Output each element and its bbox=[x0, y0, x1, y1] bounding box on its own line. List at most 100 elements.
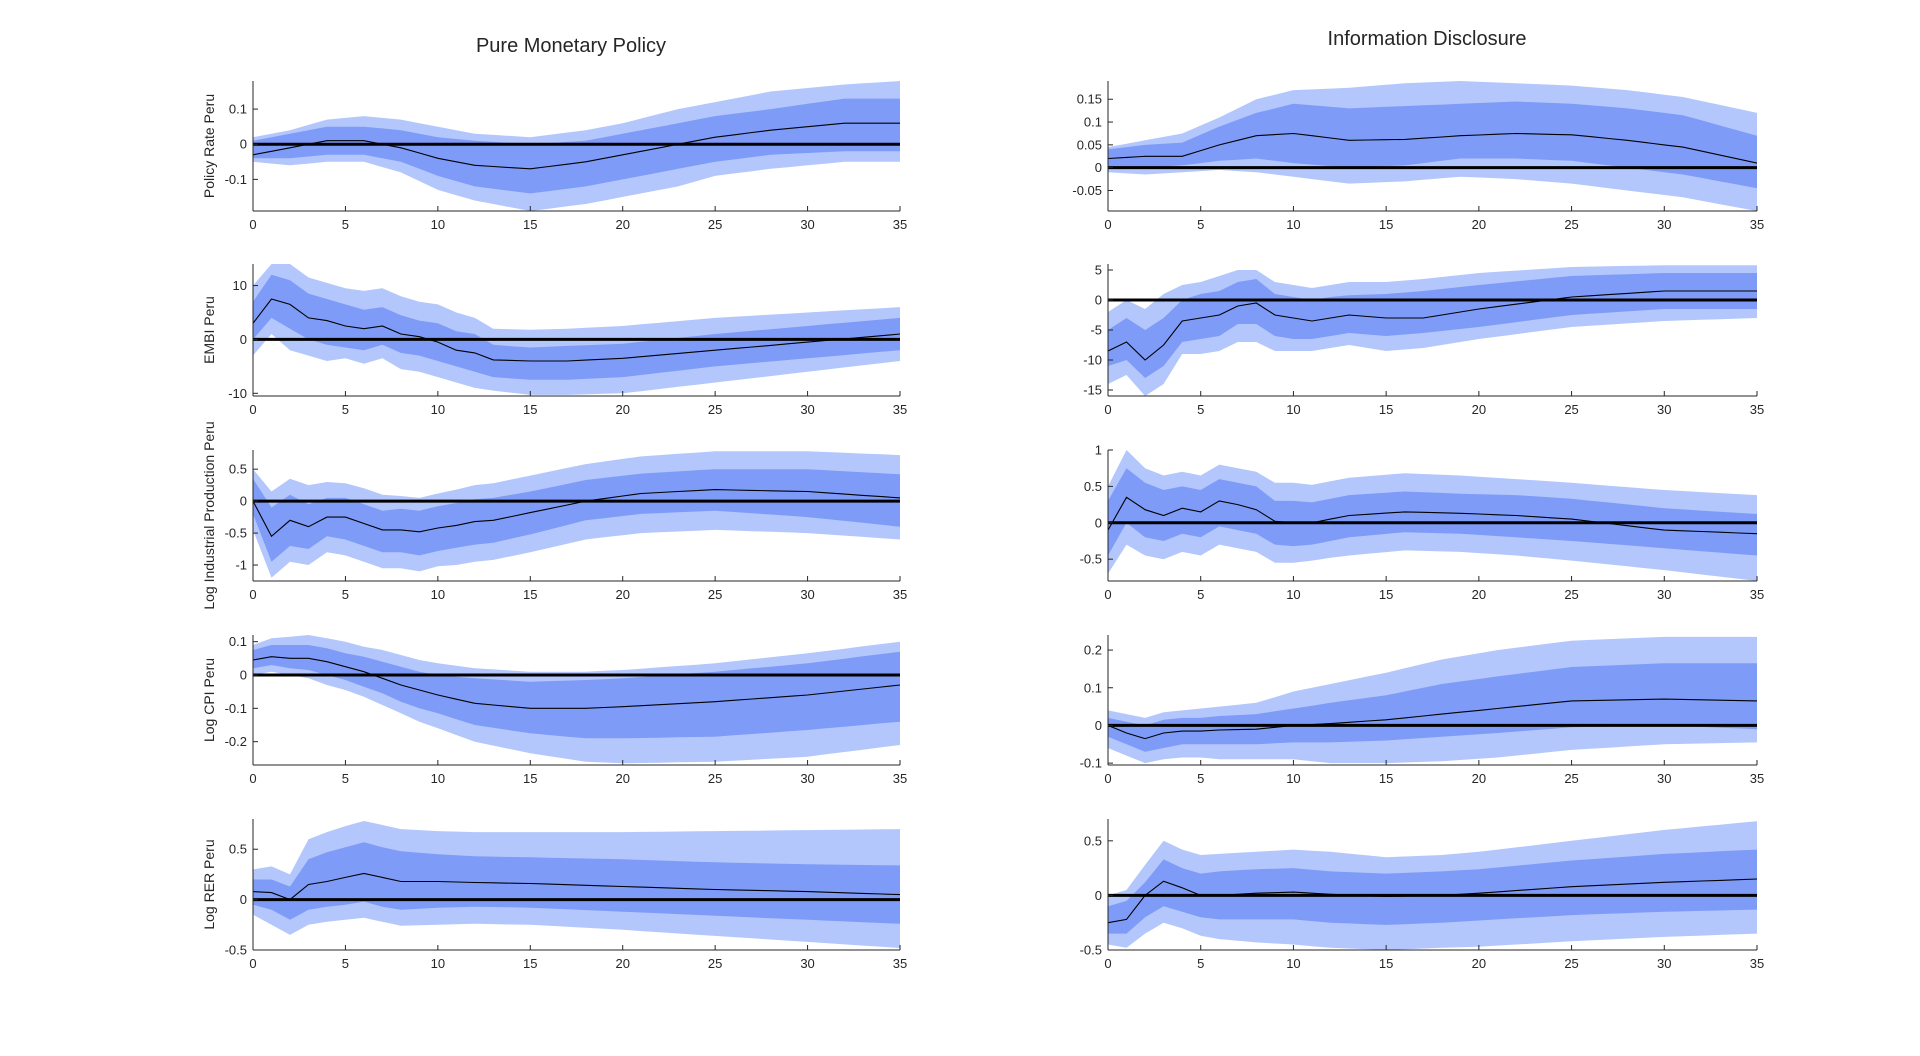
median-response-line bbox=[1108, 698, 1757, 740]
x-tick-label: 20 bbox=[1472, 402, 1486, 417]
median-response-line bbox=[1108, 132, 1757, 164]
x-tick-label: 5 bbox=[342, 956, 349, 971]
panel-pmp-cpi: 0 5 10 15 20 25 30 35 -0.2 -0.1 0 0.1 Log CPI Peru bbox=[201, 634, 907, 786]
x-tick-label: 30 bbox=[1657, 217, 1671, 232]
y-tick-label: -1 bbox=[235, 558, 247, 573]
y-tick-label: 0.5 bbox=[1084, 479, 1102, 494]
y-tick-label: -15 bbox=[1083, 383, 1102, 398]
median-response-line bbox=[1108, 496, 1757, 535]
plot-area bbox=[253, 264, 900, 395]
x-tick-label: 35 bbox=[1750, 402, 1764, 417]
y-tick-label: 0.1 bbox=[1084, 680, 1102, 695]
x-tick-label: 20 bbox=[615, 771, 629, 786]
y-axis-label: Log CPI Peru bbox=[201, 658, 217, 742]
x-tick-label: 20 bbox=[1472, 217, 1486, 232]
y-tick-label: 0 bbox=[240, 494, 247, 509]
x-tick-label: 0 bbox=[249, 956, 256, 971]
x-tick-label: 15 bbox=[1379, 217, 1393, 232]
x-tick-label: 10 bbox=[431, 587, 445, 602]
y-axis-label: Policy Rate Peru bbox=[201, 94, 217, 198]
x-tick-label: 15 bbox=[523, 771, 537, 786]
inner-credible-band bbox=[253, 645, 900, 739]
x-tick-label: 5 bbox=[1197, 956, 1204, 971]
y-tick-label: 5 bbox=[1095, 263, 1102, 278]
y-tick-label: -0.5 bbox=[1080, 552, 1102, 567]
y-tick-label: -5 bbox=[1090, 323, 1102, 338]
y-tick-label: 10 bbox=[233, 278, 247, 293]
y-tick-label: 0 bbox=[240, 332, 247, 347]
x-tick-label: 30 bbox=[1657, 402, 1671, 417]
x-tick-label: 30 bbox=[1657, 771, 1671, 786]
plot-area bbox=[253, 635, 900, 764]
x-tick-label: 35 bbox=[893, 587, 907, 602]
x-tick-label: 20 bbox=[615, 217, 629, 232]
plot-area bbox=[1108, 265, 1757, 396]
x-tick-label: 5 bbox=[342, 402, 349, 417]
column-title-information-disclosure: Information Disclosure bbox=[1328, 28, 1527, 50]
plot-area bbox=[253, 451, 900, 578]
x-tick-label: 35 bbox=[1750, 771, 1764, 786]
y-tick-label: 0.1 bbox=[1084, 115, 1102, 130]
x-tick-label: 10 bbox=[431, 771, 445, 786]
y-tick-label: 0 bbox=[240, 137, 247, 152]
inner-credible-band bbox=[253, 274, 900, 380]
plot-area bbox=[1108, 636, 1757, 764]
x-tick-label: 15 bbox=[1379, 402, 1393, 417]
y-tick-label: -0.5 bbox=[225, 943, 247, 958]
x-tick-label: 35 bbox=[893, 771, 907, 786]
y-tick-label: -10 bbox=[1083, 353, 1102, 368]
x-tick-label: 5 bbox=[342, 587, 349, 602]
panels-container: 0 5 10 15 20 25 30 35 -0.1 0 0.1 Policy Rate Peru 0 5… bbox=[201, 81, 1764, 971]
y-tick-label: 0 bbox=[1095, 888, 1102, 903]
inner-credible-band bbox=[253, 469, 900, 562]
x-tick-label: 10 bbox=[1286, 956, 1300, 971]
inner-credible-band bbox=[1108, 468, 1757, 556]
x-tick-label: 30 bbox=[800, 956, 814, 971]
x-tick-label: 30 bbox=[1657, 587, 1671, 602]
y-tick-label: 0 bbox=[1095, 293, 1102, 308]
y-axis-label: Log Industrial Production Peru bbox=[201, 421, 217, 609]
plot-area bbox=[1108, 821, 1757, 950]
x-tick-label: 0 bbox=[1104, 217, 1111, 232]
x-tick-label: 25 bbox=[1564, 587, 1578, 602]
x-tick-label: 15 bbox=[523, 402, 537, 417]
panel-pmp-policy-rate: 0 5 10 15 20 25 30 35 -0.1 0 0.1 Policy Rate Peru bbox=[201, 81, 907, 232]
y-tick-label: 0.5 bbox=[1084, 833, 1102, 848]
y-tick-label: 0 bbox=[1095, 160, 1102, 175]
x-tick-label: 0 bbox=[1104, 587, 1111, 602]
x-tick-label: 15 bbox=[1379, 771, 1393, 786]
y-tick-label: 0.1 bbox=[229, 634, 247, 649]
plot-area bbox=[253, 81, 900, 211]
x-tick-label: 25 bbox=[1564, 956, 1578, 971]
x-tick-label: 30 bbox=[800, 217, 814, 232]
y-tick-label: 0.5 bbox=[229, 462, 247, 477]
y-tick-label: 0.2 bbox=[1084, 643, 1102, 658]
y-tick-label: 0.05 bbox=[1077, 137, 1102, 152]
x-tick-label: 0 bbox=[249, 771, 256, 786]
y-tick-label: -0.5 bbox=[225, 526, 247, 541]
plot-area bbox=[1108, 81, 1757, 211]
y-tick-label: -0.1 bbox=[225, 172, 247, 187]
x-tick-label: 5 bbox=[1197, 587, 1204, 602]
y-tick-label: 0.5 bbox=[229, 842, 247, 857]
y-tick-label: 0 bbox=[240, 892, 247, 907]
y-axis-label: Log RER Peru bbox=[201, 839, 217, 929]
x-tick-label: 20 bbox=[615, 956, 629, 971]
x-tick-label: 30 bbox=[800, 402, 814, 417]
x-tick-label: 35 bbox=[893, 217, 907, 232]
x-tick-label: 20 bbox=[1472, 587, 1486, 602]
x-tick-label: 35 bbox=[1750, 956, 1764, 971]
x-tick-label: 20 bbox=[615, 402, 629, 417]
panel-inf-rer: 0 5 10 15 20 25 30 35-0.500.5 bbox=[1080, 819, 1764, 971]
x-tick-label: 15 bbox=[1379, 956, 1393, 971]
x-tick-label: 25 bbox=[1564, 217, 1578, 232]
panel-inf-policy-rate: 0 5 10 15 20 25 30 35 -0.05 0 0.05 0.1 0.15 bbox=[1072, 81, 1764, 232]
x-tick-label: 0 bbox=[1104, 956, 1111, 971]
inner-credible-band bbox=[1108, 101, 1757, 189]
panel-inf-cpi: 0 5 10 15 20 25 30 35-0.100.10.2 bbox=[1080, 635, 1764, 786]
x-tick-label: 10 bbox=[431, 402, 445, 417]
x-tick-label: 25 bbox=[708, 217, 722, 232]
plot-area bbox=[1108, 450, 1757, 581]
